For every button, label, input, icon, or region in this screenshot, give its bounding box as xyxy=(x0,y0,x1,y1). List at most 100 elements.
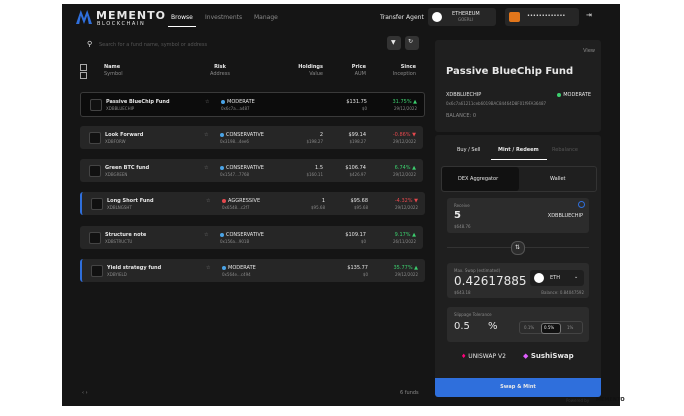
fund-address: 0x156a...901B xyxy=(220,239,250,244)
uniswap: ♦ UNISWAP V2 xyxy=(461,353,506,360)
wallet-address: ••••••••••••• xyxy=(527,13,566,19)
nav-item[interactable]: Investments xyxy=(205,14,243,21)
risk-text: MODERATE xyxy=(228,265,256,271)
fund-change: 6.74% ▲ xyxy=(394,165,416,171)
column-title: Risk xyxy=(214,64,226,70)
info-icon[interactable] xyxy=(578,201,585,208)
fund-aum: $426.97 xyxy=(349,172,366,177)
button-text: Swap & Mint xyxy=(500,384,536,390)
network-button[interactable]: ETHEREUM GOERLI xyxy=(428,8,496,26)
fund-risk: AGGRESSIVE xyxy=(222,198,260,204)
receive-amount[interactable]: 5 xyxy=(454,210,461,221)
fund-row[interactable]: Green BTC fund XDBGREEN ☆ CONSERVATIVE 0x154… xyxy=(80,159,423,182)
favorite[interactable]: ☆ xyxy=(205,99,210,105)
fund-symbol: XDBFORW xyxy=(105,139,126,144)
checkbox[interactable] xyxy=(80,64,87,71)
column-title: Since xyxy=(400,64,416,70)
slippage-option[interactable]: 0.1% xyxy=(524,325,535,330)
fund-row[interactable]: Look Forward XDBFORW ☆ CONSERVATIVE 0x3198..… xyxy=(80,126,423,149)
fund-address: 0x6c7a...a487 xyxy=(221,106,250,111)
search-icon: ⚲ xyxy=(87,40,93,48)
detail-title: Passive BlueChip Fund xyxy=(446,66,574,77)
fund-icon xyxy=(91,265,103,277)
subtabs: DEX Aggregator Wallet xyxy=(441,166,597,192)
fund-inception: 29/12/2022 xyxy=(394,205,418,210)
slippage-option[interactable]: 0.5% xyxy=(544,325,555,330)
favorite[interactable]: ☆ xyxy=(206,265,211,271)
refresh-button[interactable]: ↻ xyxy=(405,36,419,50)
receive-box: Receive 5 $648.76 XDBBLUECHIP xyxy=(447,198,589,233)
subtab[interactable]: Wallet xyxy=(550,176,566,182)
fund-change: 31.75% ▲ xyxy=(392,99,418,105)
swap-label: Max. Swap (estimated) xyxy=(454,268,501,273)
swap-balance: Balance: 0.84047592 xyxy=(541,290,584,295)
tab[interactable]: Buy / Sell xyxy=(457,147,481,153)
filter-button[interactable]: ▼ xyxy=(387,36,401,50)
tab-active[interactable]: Mint / Redeem xyxy=(498,147,539,153)
fund-row[interactable]: Yield strategy fund XDBYIELD ☆ MODERATE 0x56… xyxy=(80,259,425,282)
token-select[interactable]: ETH ⌄ xyxy=(530,270,584,286)
subtab[interactable]: DEX Aggregator xyxy=(458,176,499,182)
checkbox[interactable] xyxy=(80,72,87,79)
column-title: Price xyxy=(351,64,366,70)
fund-row[interactable]: Structure note XDBSTRUCTU ☆ CONSERVATIVE 0x1… xyxy=(80,226,423,249)
fund-address: 0x3198...4ee6 xyxy=(220,139,249,144)
trade-card: Buy / Sell Mint / Redeem Rebalance DEX A… xyxy=(435,135,601,397)
fund-risk: CONSERVATIVE xyxy=(220,232,264,238)
swap-direction[interactable]: ⇅ xyxy=(511,241,525,255)
slippage-options: 0.1% 0.5% 1% xyxy=(519,321,583,334)
fund-price: $99.14 xyxy=(348,132,367,138)
sushiswap: ◆ SushiSwap xyxy=(523,352,574,360)
fund-inception: 29/12/2022 xyxy=(394,272,418,277)
powered-brand: MEMENTO xyxy=(596,397,625,403)
fund-symbol: XDBSTRUCTU xyxy=(105,239,133,244)
fund-price: $109.17 xyxy=(345,232,366,238)
swap-amount: 0.42617885 xyxy=(454,274,527,288)
favorite[interactable]: ☆ xyxy=(204,132,209,138)
slippage-unit: % xyxy=(488,321,498,332)
view-link[interactable]: View xyxy=(583,48,595,54)
sushiswap-text: SushiSwap xyxy=(530,352,574,360)
search-input[interactable]: Search for a fund name, symbol or addres… xyxy=(99,42,208,48)
logo: MEMENTO xyxy=(96,9,166,22)
risk-dot xyxy=(220,165,224,170)
favorite[interactable]: ☆ xyxy=(204,165,209,171)
fund-aum: $0 xyxy=(360,239,366,244)
slippage-value[interactable]: 0.5 xyxy=(454,321,470,332)
fund-change: 35.77% ▲ xyxy=(393,265,419,271)
wallet-button[interactable]: ••••••••••••• xyxy=(505,8,579,26)
fund-row[interactable]: Long Short Fund XDBLNGSHT ☆ AGGRESSIVE 0x654… xyxy=(80,192,425,215)
risk-dot xyxy=(220,232,224,237)
tab[interactable]: Rebalance xyxy=(552,147,579,153)
fund-name: Passive BlueChip Fund xyxy=(106,99,170,105)
fund-icon xyxy=(89,165,101,177)
fund-risk: MODERATE xyxy=(221,99,255,105)
fund-price: $106.74 xyxy=(345,165,366,171)
nav-item[interactable]: Browse xyxy=(171,14,193,21)
risk-text: CONSERVATIVE xyxy=(226,232,264,238)
tab-underline xyxy=(491,159,547,160)
fund-name: Structure note xyxy=(105,232,147,238)
risk-text: CONSERVATIVE xyxy=(226,132,264,138)
network: ETHEREUM xyxy=(452,11,480,17)
uniswap-text: UNISWAP V2 xyxy=(468,353,506,360)
fund-icon xyxy=(89,232,101,244)
swap-mint-button[interactable]: Swap & Mint xyxy=(435,378,601,397)
slippage-option-active[interactable] xyxy=(541,323,561,334)
column-sub: AUM xyxy=(354,71,366,77)
fund-aum: $0 xyxy=(361,106,367,111)
transfer-agent[interactable]: Transfer Agent xyxy=(380,14,424,21)
logout-icon[interactable]: ⇥ xyxy=(586,11,592,19)
pager-icons[interactable]: ‹ › xyxy=(82,390,88,396)
subtab-active[interactable] xyxy=(442,167,519,191)
risk-dot xyxy=(220,132,224,137)
favorite[interactable]: ☆ xyxy=(204,232,209,238)
swap-token: ETH xyxy=(550,275,560,281)
fund-symbol: XDBLNGSHT xyxy=(107,205,132,210)
nav-item[interactable]: Manage xyxy=(254,14,278,21)
fund-symbol: XDBYIELD xyxy=(107,272,127,277)
slippage-option[interactable]: 1% xyxy=(567,325,574,330)
favorite[interactable]: ☆ xyxy=(206,198,211,204)
powered-by: Powered by xyxy=(566,398,590,403)
fund-row[interactable]: Passive BlueChip Fund XDBBLUECHIP ☆ MODERAT… xyxy=(80,92,425,117)
